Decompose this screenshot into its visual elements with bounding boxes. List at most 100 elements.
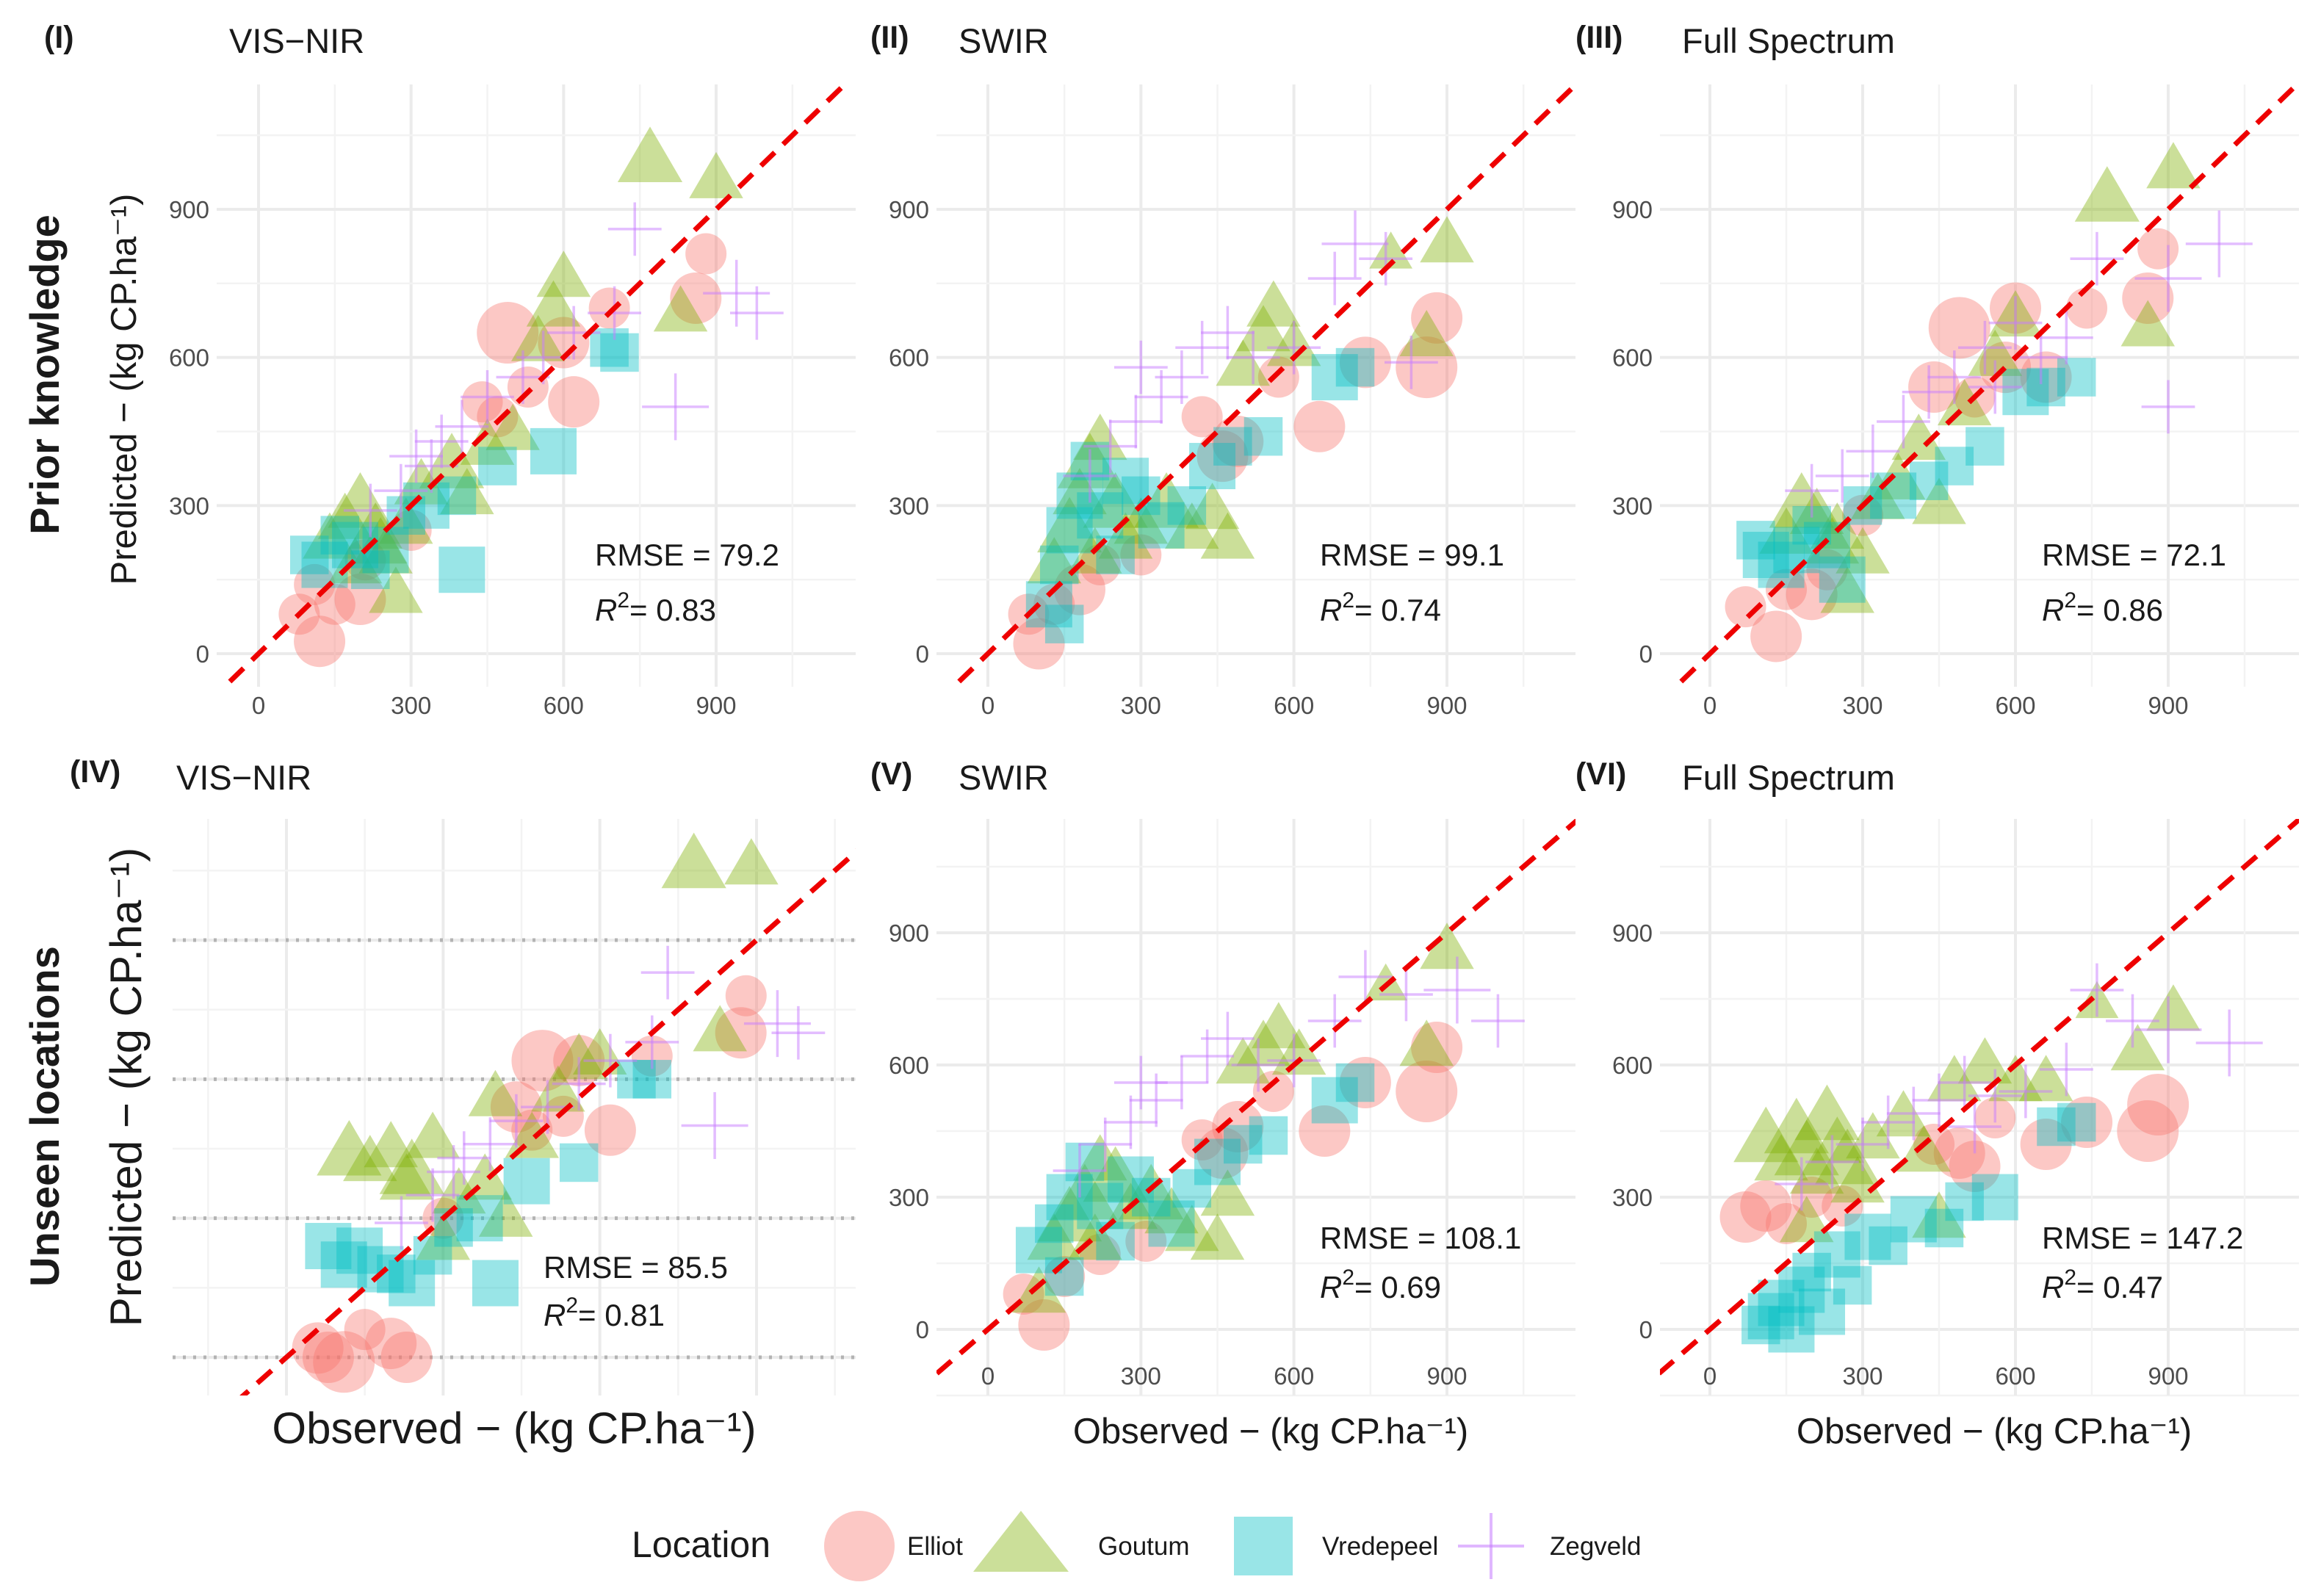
goutum-point: [1165, 1205, 1219, 1252]
vredepeel-point: [1243, 416, 1283, 456]
elliot-point: [511, 1030, 574, 1092]
vredepeel-point: [320, 1241, 367, 1288]
vredepeel-point: [1778, 1266, 1825, 1313]
goutum-point: [1851, 472, 1905, 519]
elliot-point: [294, 563, 336, 605]
vredepeel-point: [1189, 443, 1236, 490]
vredepeel-point: [1803, 521, 1850, 568]
vredepeel-point: [617, 1060, 656, 1099]
elliot-point: [1806, 549, 1848, 591]
elliot-point: [313, 1331, 375, 1393]
vredepeel-point: [1213, 427, 1252, 466]
goutum-point: [1185, 483, 1240, 530]
rmse-III: RMSE = 72.1: [2042, 538, 2226, 572]
elliot-point: [548, 376, 600, 428]
elliot-point: [1766, 1203, 1807, 1244]
zegveld-point: [1321, 210, 1389, 278]
zegveld-point: [1226, 331, 1280, 385]
goutum-point: [1794, 1084, 1860, 1141]
zegveld-point: [1968, 360, 2022, 414]
elliot-point: [715, 1007, 767, 1059]
panel-I: 0 300 600 900 0 300 600 900: [169, 84, 856, 719]
goutum-point: [1027, 537, 1082, 584]
grid: [936, 84, 1575, 687]
elliot-point: [685, 233, 727, 275]
goutum-point: [1764, 1097, 1829, 1154]
zegveld-point: [743, 990, 811, 1058]
elliot-point: [1396, 1061, 1458, 1122]
goutum-point: [1083, 472, 1148, 528]
panel-label-I: (I): [44, 20, 74, 55]
y-tick-label: 900: [169, 196, 209, 223]
zegveld-point: [583, 1033, 638, 1088]
elliot-point: [1181, 396, 1223, 438]
panel-label-II: (II): [870, 20, 909, 55]
vredepeel-point: [559, 1143, 599, 1182]
zegveld-point: [1134, 370, 1188, 424]
zegveld-point: [1113, 1055, 1168, 1110]
vredepeel-point: [2057, 1102, 2096, 1142]
zegveld-point: [1815, 449, 1869, 503]
y-tick-label: 300: [169, 492, 209, 519]
goutum-point: [394, 458, 449, 505]
goutum-point: [1912, 1191, 1966, 1238]
y-tick-label: 0: [916, 640, 929, 668]
panel-II: 0 300 600 900 0 300 600 900: [889, 84, 1575, 719]
vredepeel-point: [1890, 1196, 1937, 1243]
x-tick-label: 300: [1121, 692, 1161, 719]
x-tick-label: 600: [544, 692, 584, 719]
elliot-point: [1125, 1221, 1167, 1262]
vredepeel-point: [289, 535, 329, 574]
goutum-point: [510, 314, 566, 361]
goutum-point: [1805, 517, 1860, 564]
legend-cross-icon: [1458, 1513, 1524, 1579]
x-tick-label: 900: [2148, 692, 2188, 719]
goutum-point: [1052, 1163, 1118, 1220]
legend-square-icon: [1234, 1517, 1293, 1575]
rmse-VI: RMSE = 147.2: [2042, 1221, 2243, 1255]
zegveld-point: [2039, 1042, 2093, 1097]
goutum-point: [1835, 527, 1890, 574]
x-axis-label-VI: Observed − (kg CP.ha⁻¹): [1797, 1412, 2192, 1451]
zegveld-point: [1902, 365, 1956, 419]
goutum-point: [343, 1135, 397, 1182]
r2-III: R2= 0.86: [2042, 588, 2163, 627]
goutum-point: [1133, 472, 1199, 528]
r2-VI-value: = 0.47: [2076, 1270, 2163, 1304]
y-tick-label: 900: [1612, 920, 1653, 947]
elliot-point: [1822, 1185, 1863, 1227]
vredepeel-point: [320, 516, 360, 555]
elliot-point: [2137, 228, 2179, 270]
y-tick-label: 600: [889, 1052, 929, 1079]
vredepeel-point: [413, 1235, 452, 1275]
vredepeel-point: [503, 1158, 550, 1205]
zegveld-point: [2039, 311, 2093, 365]
goutum-point: [531, 1065, 585, 1112]
goutum-point: [526, 280, 581, 327]
elliot-point: [1750, 610, 1802, 662]
vredepeel-point: [438, 546, 486, 593]
zegveld-point: [1175, 320, 1230, 375]
legend-circle-icon: [824, 1511, 895, 1581]
elliot-point: [584, 1104, 636, 1156]
elliot-point: [1196, 430, 1249, 483]
row-label-prior-knowledge: Prior knowledge: [21, 214, 68, 535]
panel-label-V: (V): [870, 757, 912, 792]
goutum-point: [405, 1111, 460, 1158]
goutum-point: [1246, 280, 1301, 327]
vredepeel-point: [1046, 1174, 1093, 1221]
zegveld-point: [463, 1117, 517, 1171]
elliot-point: [2020, 1119, 2072, 1170]
vredepeel-point: [1945, 1182, 1984, 1221]
panel-title-I: VIS−NIR: [229, 21, 364, 60]
y-tick-label: 600: [1612, 344, 1653, 372]
elliot-point: [1079, 544, 1121, 585]
elliot-point: [1181, 1119, 1223, 1160]
elliot-point: [1339, 1057, 1391, 1108]
vredepeel-point: [1799, 1288, 1846, 1335]
elliot-point: [365, 1318, 417, 1370]
zegveld-point: [1835, 1117, 1890, 1171]
elliot-point: [670, 272, 722, 324]
goutum-point: [1810, 502, 1865, 549]
